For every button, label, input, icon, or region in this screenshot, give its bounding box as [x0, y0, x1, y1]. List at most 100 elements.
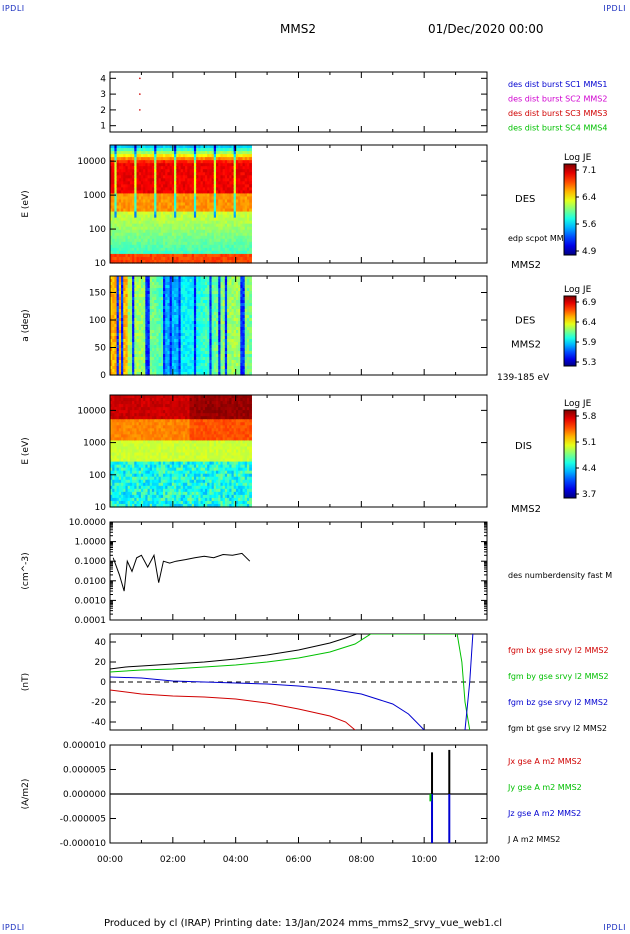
spectrogram-cell — [231, 321, 235, 325]
spectrogram-cell — [227, 166, 230, 170]
spectrogram-cell — [235, 282, 239, 286]
spectrogram-cell — [110, 145, 113, 149]
spectrogram-cell — [240, 178, 244, 182]
spectrogram-cell — [249, 348, 252, 352]
spectrogram-cell — [132, 235, 135, 240]
spectrogram-cell — [244, 247, 248, 252]
spectrogram-cell — [110, 470, 113, 475]
spectrogram-cell — [110, 217, 113, 222]
spectrogram-cell — [240, 214, 244, 219]
spectrogram-cell — [240, 244, 244, 249]
spectrogram-cell — [209, 330, 213, 334]
spectrogram-cell — [140, 235, 144, 240]
spectrogram-cell — [136, 306, 140, 310]
spectrogram-cell — [136, 354, 140, 358]
spectrogram-cell — [169, 151, 173, 155]
spectrogram-cell — [136, 214, 140, 219]
spectrogram-cell — [163, 306, 166, 310]
spectrogram-cell — [118, 220, 122, 225]
spectrogram-cell — [158, 244, 162, 249]
spectrogram-cell — [176, 250, 180, 255]
spectrogram-cell — [191, 318, 195, 322]
spectrogram-cell — [167, 187, 171, 191]
spectrogram-cell — [193, 220, 197, 225]
spectrogram-cell — [235, 160, 239, 164]
spectrogram-cell — [136, 244, 140, 249]
spectrogram-cell — [182, 324, 186, 328]
spectrogram-cell — [196, 145, 199, 149]
spectrogram-cell — [200, 369, 204, 373]
spectrogram-cell — [193, 279, 197, 283]
spectrogram-cell — [211, 250, 215, 255]
spectrogram-cell — [174, 318, 177, 322]
spectrogram-cell — [149, 166, 153, 170]
spectrogram-cell — [114, 214, 118, 219]
spectrogram-cell — [143, 208, 146, 213]
spectrogram-cell — [213, 315, 217, 319]
spectrogram-cell — [143, 324, 146, 328]
spectrogram-cell — [136, 211, 140, 216]
spectrogram-cell — [158, 190, 162, 195]
spectrogram-cell — [191, 160, 195, 164]
spectrogram-cell — [129, 366, 133, 370]
spectrogram-cell — [163, 363, 166, 367]
spectrogram-cell — [151, 300, 155, 304]
spectrogram-cell — [112, 342, 116, 346]
spectrogram-cell — [178, 309, 182, 313]
spectrogram-cell — [158, 351, 162, 355]
spectrogram-cell — [231, 351, 235, 355]
spectrogram-cell — [145, 300, 149, 304]
spectrogram-cell — [238, 291, 241, 295]
spectrogram-cell — [151, 327, 155, 331]
spectrogram-cell — [169, 202, 173, 207]
spectrogram-cell — [207, 181, 211, 185]
spectrogram-cell — [123, 223, 127, 228]
spectrogram-cell — [229, 220, 233, 225]
spectrogram-cell — [246, 175, 250, 179]
spectrogram-cell — [167, 160, 171, 164]
spectrogram-cell — [229, 217, 233, 222]
spectrogram-cell — [138, 163, 142, 167]
spectrogram-cell — [127, 175, 131, 179]
spectrogram-cell — [240, 256, 244, 261]
spectrogram-cell — [143, 190, 146, 195]
spectrogram-cell — [196, 312, 199, 316]
spectrogram-cell — [138, 291, 142, 295]
spectrogram-cell — [191, 241, 195, 246]
spectrogram-cell — [112, 145, 116, 149]
spectrogram-cell — [229, 259, 233, 264]
spectrogram-cell — [129, 151, 133, 155]
spectrogram-cell — [185, 303, 188, 307]
spectrogram-cell — [187, 294, 191, 298]
spectrogram-cell — [202, 190, 206, 195]
spectrogram-cell — [196, 369, 199, 373]
spectrogram-cell — [132, 190, 135, 195]
spectrogram-cell — [151, 345, 155, 349]
spectrogram-cell — [211, 357, 215, 361]
spectrogram-cell — [129, 214, 133, 219]
spectrogram-cell — [143, 220, 146, 225]
spectrogram-cell — [114, 294, 118, 298]
spectrogram-cell — [132, 312, 135, 316]
spectrogram-cell — [112, 443, 116, 448]
spectrogram-cell — [211, 169, 215, 173]
spectrogram-cell — [224, 178, 228, 182]
spectrogram-cell — [169, 211, 173, 216]
spectrogram-cell — [127, 145, 131, 149]
spectrogram-cell — [140, 300, 144, 304]
spectrogram-cell — [198, 309, 202, 313]
spectrogram-cell — [178, 217, 182, 222]
spectrogram-cell — [125, 211, 129, 216]
spectrogram-cell — [136, 172, 140, 176]
spectrogram-cell — [213, 217, 217, 222]
spectrogram-cell — [110, 279, 113, 283]
spectrogram-cell — [227, 324, 230, 328]
spectrogram-cell — [178, 256, 182, 261]
spectrogram-cell — [171, 223, 175, 228]
spectrogram-cell — [134, 244, 138, 249]
spectrogram-cell — [202, 351, 206, 355]
spectrogram-cell — [123, 241, 127, 246]
spectrogram-cell — [156, 238, 160, 243]
spectrogram-cell — [112, 175, 116, 179]
spectrogram-cell — [147, 157, 151, 161]
